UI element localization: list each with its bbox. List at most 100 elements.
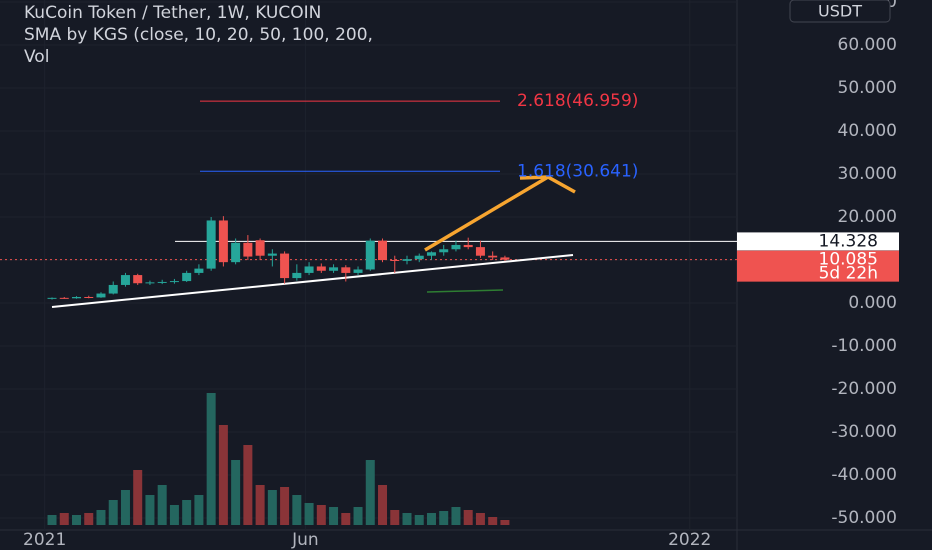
volume-bar — [255, 485, 265, 525]
candle-body — [72, 296, 82, 299]
candle-body — [255, 240, 265, 256]
x-tick-label: Jun — [291, 530, 319, 550]
volume-bar — [267, 490, 277, 525]
y-tick-label: -50.000 — [831, 508, 897, 528]
candle-body — [182, 272, 192, 282]
volume-bar — [304, 503, 314, 525]
volume-pane — [47, 393, 510, 525]
drawings — [51, 175, 576, 308]
volume-label: Vol — [24, 47, 49, 67]
last-price-box — [737, 250, 899, 282]
candle-body — [365, 240, 375, 270]
y-tick-label: -40.000 — [831, 465, 897, 485]
candle-body — [378, 240, 388, 261]
candle-body — [145, 282, 155, 284]
volume-bar — [463, 510, 473, 525]
y-tick-label: 0.000 — [848, 293, 897, 313]
volume-bar — [439, 511, 449, 525]
candle-body — [341, 267, 351, 273]
candle-body — [267, 253, 277, 256]
candle-body — [390, 260, 400, 262]
x-tick-label: 2022 — [668, 530, 711, 550]
volume-bar — [218, 425, 228, 525]
volume-bar — [169, 505, 179, 525]
candles — [47, 216, 510, 300]
y-tick-label: 20.000 — [838, 207, 897, 227]
volume-bar — [120, 490, 130, 525]
candle-body — [329, 267, 339, 271]
candle-body — [120, 275, 130, 285]
fib-label: 1.618(30.641) — [517, 161, 638, 181]
chart-title: KuCoin Token / Tether, 1W, KUCOIN — [24, 3, 321, 23]
volume-bar — [72, 515, 82, 525]
candle-body — [451, 244, 461, 250]
volume-bar — [280, 487, 290, 525]
indicator-label: SMA by KGS (close, 10, 20, 50, 100, 200, — [24, 25, 373, 45]
candle-body — [169, 281, 179, 283]
volume-bar — [475, 513, 485, 525]
candle-body — [59, 297, 69, 299]
trend-line — [51, 254, 574, 308]
volume-bar — [451, 507, 461, 525]
candle-body — [414, 255, 424, 260]
last-price-label: 10.085 — [819, 250, 878, 270]
candle-body — [157, 281, 167, 283]
volume-bar — [316, 505, 326, 525]
y-tick-label: 50.000 — [838, 78, 897, 98]
candle-body — [488, 255, 498, 258]
volume-bar — [157, 485, 167, 525]
candle-body — [47, 297, 57, 299]
candle-body — [500, 257, 510, 260]
currency-label[interactable]: USDT — [818, 2, 862, 21]
volume-bar — [292, 495, 302, 525]
volume-bar — [341, 513, 351, 525]
y-tick-label: -30.000 — [831, 422, 897, 442]
volume-bar — [182, 500, 192, 525]
volume-bar — [365, 460, 375, 525]
volume-bar — [426, 513, 436, 525]
volume-bar — [243, 445, 253, 525]
candle-body — [231, 242, 241, 263]
price-box — [737, 232, 899, 251]
volume-bar — [414, 515, 424, 525]
volume-bar — [145, 495, 155, 525]
volume-bar — [84, 513, 94, 525]
candle-body — [108, 284, 118, 294]
volume-bar — [378, 485, 388, 525]
volume-bar — [96, 510, 106, 525]
volume-bar — [206, 393, 216, 525]
candle-body — [426, 252, 436, 256]
green-line — [426, 289, 504, 293]
candle-body — [439, 249, 449, 253]
candle-body — [304, 266, 314, 273]
x-tick-label: 2021 — [23, 530, 66, 550]
price-label: 14.328 — [819, 231, 878, 251]
candle-body — [280, 253, 290, 279]
y-tick-label: 40.000 — [838, 121, 897, 141]
candle-body — [353, 269, 363, 273]
volume-bar — [59, 513, 69, 525]
volume-bar — [47, 515, 57, 525]
arrow — [424, 175, 549, 252]
volume-bar — [108, 500, 118, 525]
candle-body — [243, 242, 253, 257]
y-tick-label: -10.000 — [831, 336, 897, 356]
y-tick-label: -20.000 — [831, 379, 897, 399]
currency-button[interactable] — [789, 0, 891, 23]
volume-bar — [231, 460, 241, 525]
candle-body — [316, 266, 326, 271]
countdown: 5d 22h — [819, 264, 878, 284]
candle-body — [475, 247, 485, 256]
labels: 70.00060.00050.00040.00030.00020.00010.0… — [23, 0, 899, 550]
candle-body — [292, 272, 302, 279]
volume-bar — [133, 470, 143, 525]
candle-body — [194, 268, 204, 273]
candle-body — [96, 293, 106, 298]
candle-body — [84, 296, 94, 298]
volume-bar — [390, 510, 400, 525]
candle-body — [218, 220, 228, 263]
fib-label: 2.618(46.959) — [517, 91, 638, 111]
candle-body — [206, 220, 216, 269]
volume-bar — [329, 507, 339, 525]
